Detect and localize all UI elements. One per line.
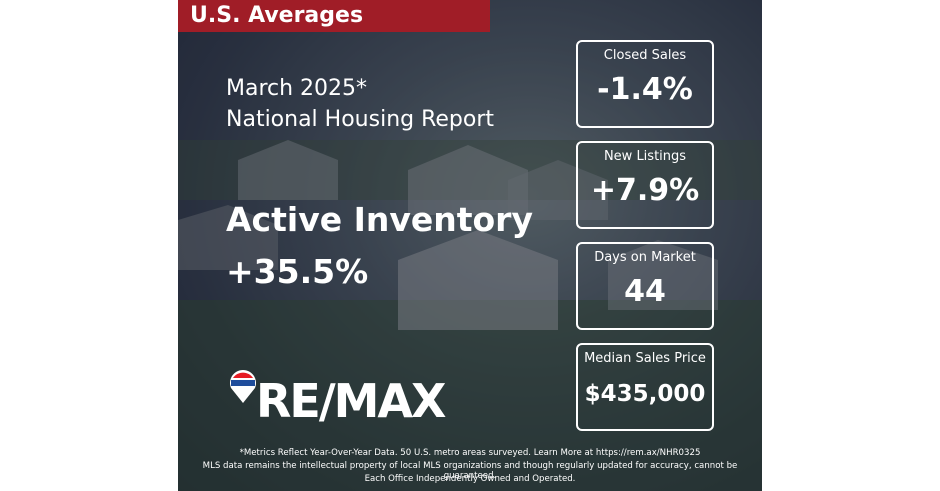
headline-label: Active Inventory xyxy=(226,200,533,239)
stat-label: New Listings xyxy=(603,149,687,164)
stat-value: +7.9% xyxy=(590,173,700,208)
report-title: National Housing Report xyxy=(226,107,495,132)
footer-line: *Metrics Reflect Year-Over-Year Data. 50… xyxy=(239,448,701,458)
stat-label: Closed Sales xyxy=(603,48,687,63)
footer-line: Each Office Independently Owned and Oper… xyxy=(364,474,576,484)
period: March 2025* xyxy=(226,76,368,101)
logo: RE/MAX xyxy=(256,374,446,428)
headline-value: +35.5% xyxy=(226,252,369,291)
stat-card: Closed Sales -1.4% xyxy=(576,40,714,128)
stat-card: New Listings +7.9% xyxy=(576,141,714,229)
background-photo xyxy=(178,0,762,491)
infographic: U.S. Averages March 2025* National Housi… xyxy=(178,0,762,491)
stat-label: Median Sales Price xyxy=(584,351,706,366)
badge: U.S. Averages xyxy=(178,0,490,32)
stat-card: Median Sales Price $435,000 xyxy=(576,343,714,431)
footer-line: MLS data remains the intellectual proper… xyxy=(202,461,738,481)
stat-value: -1.4% xyxy=(597,72,693,107)
badge-text: U.S. Averages xyxy=(190,3,364,28)
balloon-icon xyxy=(230,370,256,403)
stat-value: 44 xyxy=(624,274,666,309)
stat-card: Days on Market 44 xyxy=(576,242,714,330)
stat-value: $435,000 xyxy=(584,381,706,407)
stat-label: Days on Market xyxy=(594,250,696,265)
